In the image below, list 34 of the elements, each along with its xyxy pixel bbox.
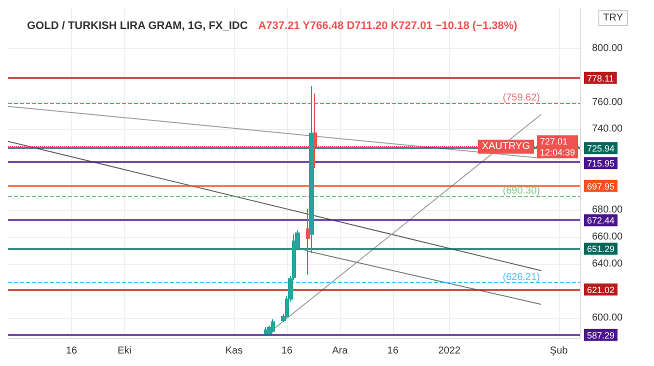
text: GOLD / TURKISH LIRA GRAM, 1G, FX_IDC <box>27 20 248 32</box>
text: TRY <box>603 12 624 24</box>
ref-line-label: 651.29 <box>587 244 615 254</box>
ref-line-label: 725.94 <box>587 144 615 154</box>
ref-line-label: 621.02 <box>587 284 615 295</box>
x-tick-label: Ara <box>332 346 348 356</box>
y-tick-label: 660.00 <box>592 231 624 242</box>
candlestick <box>271 318 275 334</box>
ref-line-label: 697.95 <box>587 181 615 192</box>
ref-line-label: 672.44 <box>587 216 615 226</box>
x-tick-label: Kas <box>225 346 243 356</box>
y-tick-label: 640.00 <box>592 258 624 270</box>
candlestick <box>306 208 310 276</box>
ref-line-label: (759.62) <box>502 92 540 104</box>
ref-line-label: 715.95 <box>587 158 615 169</box>
x-tick-label: Şub <box>550 346 568 356</box>
y-tick-label: 600.00 <box>592 312 624 324</box>
ref-line-label: (626.21) <box>502 272 540 283</box>
annotation: XAUTRYG <box>482 141 530 152</box>
x-tick-label: 16 <box>281 346 293 356</box>
y-tick-label: 680.00 <box>592 204 624 216</box>
ref-line-label: 727.01 12:04:39 <box>540 136 576 158</box>
text: A737.21 Y766.48 D711.20 K727.01 −10.18 (−1.38%) <box>258 20 518 32</box>
candlestick <box>309 86 314 254</box>
x-tick-label: 16 <box>387 346 399 356</box>
ref-line-label: 778.11 <box>587 73 614 84</box>
x-tick-label: Eki <box>118 346 132 356</box>
x-tick-label: 2022 <box>438 346 461 356</box>
y-tick-label: 740.00 <box>592 124 624 135</box>
y-tick-label: 800.00 <box>592 42 624 54</box>
ref-line-label: 587.29 <box>587 330 615 340</box>
y-tick-label: 760.00 <box>592 96 624 108</box>
x-tick-label: 16 <box>66 346 78 356</box>
ref-line-label: (690.30) <box>502 186 540 197</box>
